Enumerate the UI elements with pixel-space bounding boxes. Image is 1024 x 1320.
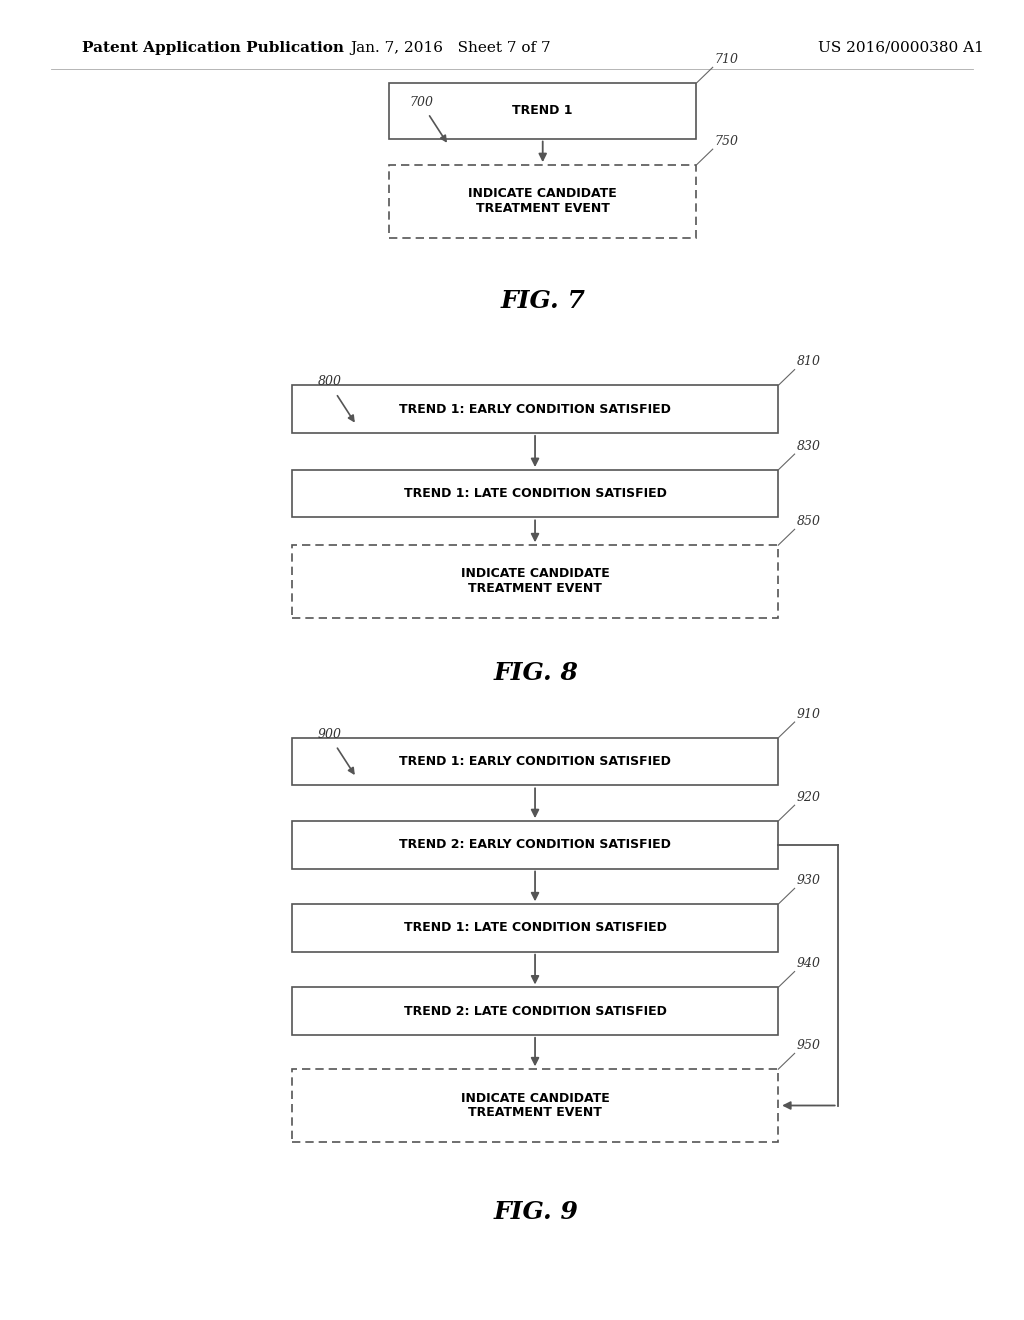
Text: 700: 700	[410, 95, 433, 108]
FancyBboxPatch shape	[389, 165, 696, 238]
Text: TREND 1: TREND 1	[512, 104, 573, 117]
Text: 950: 950	[797, 1039, 820, 1052]
Text: INDICATE CANDIDATE
TREATMENT EVENT: INDICATE CANDIDATE TREATMENT EVENT	[461, 1092, 609, 1119]
Text: TREND 2: LATE CONDITION SATISFIED: TREND 2: LATE CONDITION SATISFIED	[403, 1005, 667, 1018]
FancyBboxPatch shape	[292, 904, 778, 952]
Text: 910: 910	[797, 708, 820, 721]
Text: TREND 1: LATE CONDITION SATISFIED: TREND 1: LATE CONDITION SATISFIED	[403, 487, 667, 500]
Text: TREND 2: EARLY CONDITION SATISFIED: TREND 2: EARLY CONDITION SATISFIED	[399, 838, 671, 851]
Text: 800: 800	[317, 375, 341, 388]
Text: Patent Application Publication: Patent Application Publication	[82, 41, 344, 54]
Text: 920: 920	[797, 791, 820, 804]
Text: 930: 930	[797, 874, 820, 887]
Text: 940: 940	[797, 957, 820, 970]
Text: INDICATE CANDIDATE
TREATMENT EVENT: INDICATE CANDIDATE TREATMENT EVENT	[461, 568, 609, 595]
Text: 830: 830	[797, 440, 820, 453]
FancyBboxPatch shape	[292, 821, 778, 869]
FancyBboxPatch shape	[292, 738, 778, 785]
FancyBboxPatch shape	[292, 987, 778, 1035]
Text: INDICATE CANDIDATE
TREATMENT EVENT: INDICATE CANDIDATE TREATMENT EVENT	[468, 187, 617, 215]
Text: TREND 1: LATE CONDITION SATISFIED: TREND 1: LATE CONDITION SATISFIED	[403, 921, 667, 935]
FancyBboxPatch shape	[292, 470, 778, 517]
FancyBboxPatch shape	[292, 1069, 778, 1142]
Text: US 2016/0000380 A1: US 2016/0000380 A1	[818, 41, 984, 54]
Text: Jan. 7, 2016   Sheet 7 of 7: Jan. 7, 2016 Sheet 7 of 7	[350, 41, 551, 54]
Text: 810: 810	[797, 355, 820, 368]
FancyBboxPatch shape	[292, 545, 778, 618]
Text: FIG. 7: FIG. 7	[501, 289, 585, 313]
FancyBboxPatch shape	[389, 83, 696, 139]
Text: 850: 850	[797, 515, 820, 528]
Text: 900: 900	[317, 727, 341, 741]
Text: 750: 750	[715, 135, 738, 148]
FancyBboxPatch shape	[292, 385, 778, 433]
Text: 710: 710	[715, 53, 738, 66]
Text: TREND 1: EARLY CONDITION SATISFIED: TREND 1: EARLY CONDITION SATISFIED	[399, 755, 671, 768]
Text: TREND 1: EARLY CONDITION SATISFIED: TREND 1: EARLY CONDITION SATISFIED	[399, 403, 671, 416]
Text: FIG. 9: FIG. 9	[494, 1200, 578, 1224]
Text: FIG. 8: FIG. 8	[494, 661, 578, 685]
